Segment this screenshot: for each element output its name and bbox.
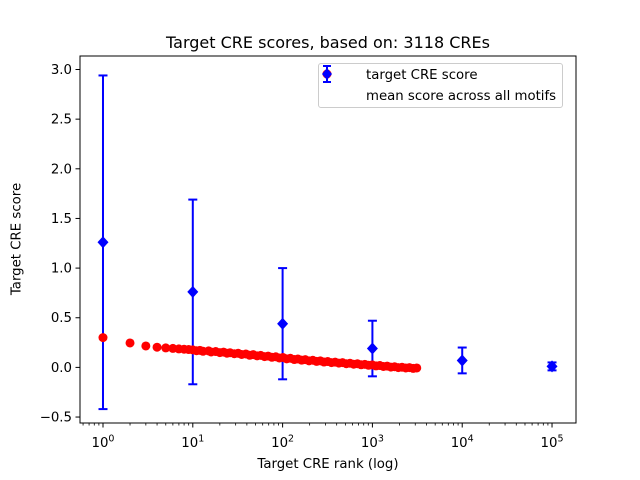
x-tick-label: 100 [92,434,115,452]
legend-item-target-score: target CRE score [319,65,562,86]
y-tick-label: 0.0 [51,361,72,376]
blue-mean-diamond [97,236,109,249]
red-score-point [98,333,108,343]
y-tick-label: 1.5 [51,212,72,227]
red-score-point [125,338,135,348]
x-tick-label: 101 [181,434,204,452]
red-score-point [141,341,151,351]
y-tick-label: 1.0 [51,262,72,277]
red-score-point [152,342,162,352]
x-tick-label: 105 [541,434,564,452]
y-tick-label: 2.5 [51,113,72,128]
blue-mean-diamond [546,360,558,373]
axes-frame [79,55,577,424]
legend-item-mean-score: mean score across all motifs [319,65,562,107]
x-axis-label: Target CRE rank (log) [257,457,399,472]
chart-title: Target CRE scores, based on: 3118 CREs [166,33,490,52]
red-score-point [412,363,422,373]
blue-diamond-errorbar-icon [322,65,346,107]
y-tick-label: −0.5 [40,411,72,426]
red-score-point [161,343,171,353]
blue-mean-diamond [456,354,468,367]
x-tick-label: 103 [361,434,384,452]
blue-mean-diamond [187,285,199,298]
y-tick-label: 2.0 [51,162,72,177]
blue-mean-diamond [277,317,289,330]
legend-label: mean score across all motifs [366,89,557,104]
legend: target CRE score mean score across all m… [318,63,563,108]
x-tick-label: 104 [451,434,474,452]
blue-mean-diamond [366,342,378,355]
y-axis-label: Target CRE score [9,182,25,296]
legend-label: target CRE score [366,68,478,83]
x-tick-label: 102 [271,434,294,452]
y-tick-label: 3.0 [51,63,72,78]
y-tick-label: 0.5 [51,311,72,326]
